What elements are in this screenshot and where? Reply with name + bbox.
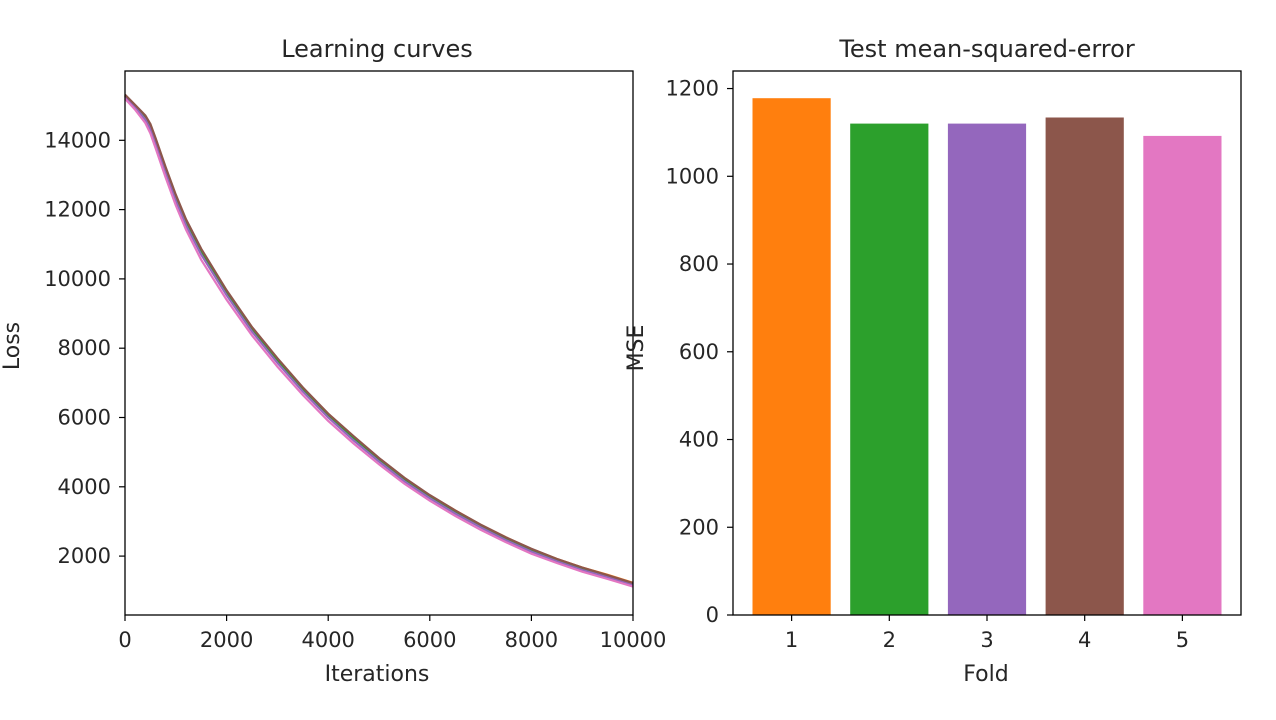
x-tick-label: 8000 (505, 628, 558, 652)
test-mse-chart: Test mean-squared-error 1 2 3 4 5 0 200 400 600… (624, 35, 1242, 687)
y-tick-label: 14000 (44, 128, 111, 152)
x-tick-label: 1 (785, 628, 798, 652)
series-line-5 (124, 97, 634, 588)
bar-fold-3 (947, 123, 1027, 615)
bar-fold-2 (850, 123, 929, 615)
x-axis-label: Fold (963, 662, 1008, 687)
y-tick-label: 4000 (58, 475, 111, 499)
series-line-1 (124, 94, 634, 584)
learning-curves-chart: Learning curves 0 2000 4000 6000 8000 10000 2… (0, 35, 666, 687)
y-tick-label: 10000 (44, 267, 111, 291)
series-line-2 (124, 95, 634, 585)
series-line-4 (124, 93, 634, 585)
y-tick-label: 400 (679, 428, 719, 452)
y-axis-label: Loss (0, 322, 25, 370)
y-tick-label: 600 (679, 340, 719, 364)
y-tick-label: 800 (679, 252, 719, 276)
x-tick-label: 5 (1176, 628, 1189, 652)
y-tick-label: 0 (706, 603, 719, 627)
x-tick-label: 2 (883, 628, 896, 652)
y-tick-label: 1000 (666, 164, 719, 188)
y-tick-label: 12000 (44, 198, 111, 222)
bar-fold-4 (1045, 117, 1124, 615)
y-tick-label: 8000 (58, 336, 111, 360)
x-tick-label: 3 (980, 628, 993, 652)
x-tick-label: 0 (118, 628, 131, 652)
y-tick-label: 6000 (58, 405, 111, 429)
y-tick-label: 200 (679, 515, 719, 539)
x-tick-label: 4000 (301, 628, 354, 652)
y-tick-label: 1200 (666, 77, 719, 101)
plot-frame (124, 70, 634, 616)
x-tick-label: 10000 (600, 628, 667, 652)
y-tick-label: 2000 (58, 544, 111, 568)
chart-title: Test mean-squared-error (838, 35, 1135, 63)
x-axis-label: Iterations (325, 662, 430, 687)
x-tick-label: 6000 (403, 628, 456, 652)
x-tick-label: 4 (1078, 628, 1091, 652)
series-line-3 (124, 96, 634, 586)
x-tick-label: 2000 (200, 628, 253, 652)
bar-fold-1 (752, 98, 831, 615)
bar-fold-5 (1143, 135, 1222, 615)
chart-title: Learning curves (281, 35, 473, 63)
y-axis-label: MSE (624, 325, 649, 372)
